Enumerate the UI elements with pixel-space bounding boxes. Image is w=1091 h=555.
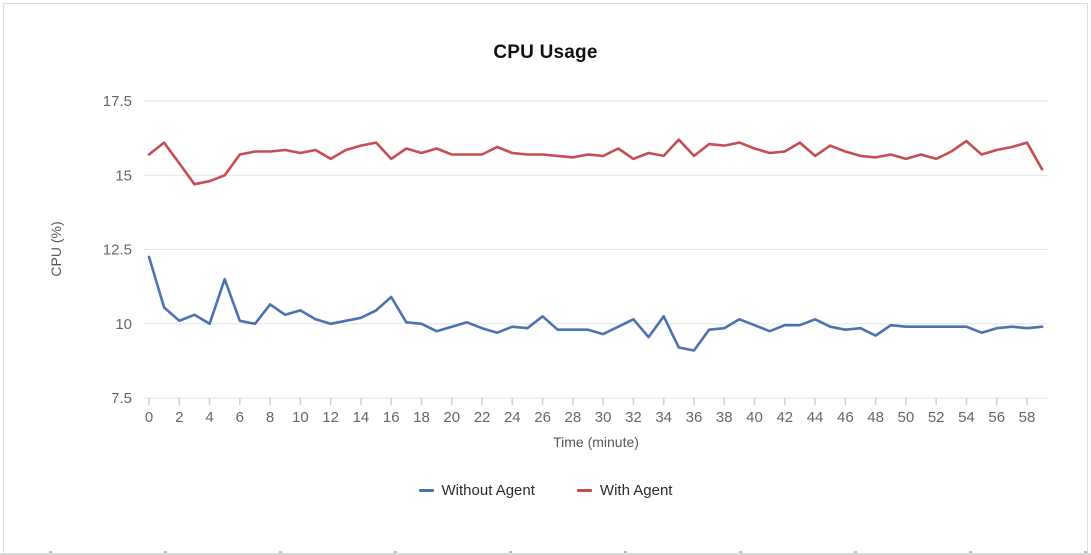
x-tick-label-22: 22 xyxy=(474,409,491,426)
next-chart-axis-ruler xyxy=(0,549,1091,555)
x-tick-label-14: 14 xyxy=(353,409,370,426)
y-tick-label-15: 15 xyxy=(115,167,132,184)
x-axis-ticks xyxy=(148,398,1028,405)
x-tick-label-28: 28 xyxy=(565,409,582,426)
x-tick-label-38: 38 xyxy=(716,409,733,426)
x-tick-label-16: 16 xyxy=(383,409,400,426)
chart-card: CPU Usage CPU (%) 17.5 15 12.5 10 7.5 0 2 4 6 8 10… xyxy=(3,3,1088,555)
series-line-with-agent xyxy=(147,138,1044,186)
y-axis-tick-labels: 17.5 15 12.5 10 7.5 xyxy=(103,93,132,407)
x-tick-label-6: 6 xyxy=(236,409,244,426)
chart-title: CPU Usage xyxy=(493,42,598,63)
x-tick-label-48: 48 xyxy=(867,409,884,426)
gridlines xyxy=(144,100,1048,399)
y-tick-label-12.5: 12.5 xyxy=(103,242,132,259)
x-tick-label-20: 20 xyxy=(443,409,460,426)
x-tick-label-2: 2 xyxy=(175,409,183,426)
x-axis-title: Time (minute) xyxy=(553,434,639,450)
x-tick-label-42: 42 xyxy=(776,409,793,426)
x-tick-label-54: 54 xyxy=(958,409,975,426)
x-tick-label-32: 32 xyxy=(625,409,642,426)
legend-swatch-without-agent-icon xyxy=(418,489,434,492)
x-axis-tick-labels: 0 2 4 6 8 10 12 14 16 18 20 22 24 26 28 30 32 34 36 38 40 42 4… xyxy=(145,409,1036,426)
x-tick-label-30: 30 xyxy=(595,409,612,426)
legend-item-with-agent[interactable]: With Agent xyxy=(576,482,673,499)
y-tick-label-7.5: 7.5 xyxy=(111,390,132,407)
y-tick-label-10: 10 xyxy=(115,316,132,333)
x-tick-label-0: 0 xyxy=(145,409,153,426)
x-tick-label-50: 50 xyxy=(898,409,915,426)
legend-label-with-agent: With Agent xyxy=(599,482,673,499)
legend-item-without-agent[interactable]: Without Agent xyxy=(418,482,535,499)
x-tick-label-12: 12 xyxy=(322,409,339,426)
x-tick-label-40: 40 xyxy=(746,409,763,426)
x-tick-label-44: 44 xyxy=(807,409,824,426)
x-tick-label-18: 18 xyxy=(413,409,430,426)
x-tick-label-58: 58 xyxy=(1019,409,1036,426)
x-tick-label-24: 24 xyxy=(504,409,521,426)
x-tick-label-34: 34 xyxy=(655,409,672,426)
x-tick-label-8: 8 xyxy=(266,409,274,426)
legend-label-without-agent: Without Agent xyxy=(441,482,535,499)
series-lines xyxy=(147,138,1044,352)
x-tick-label-46: 46 xyxy=(837,409,854,426)
chart-legend: Without Agent With Agent xyxy=(4,482,1087,499)
x-tick-label-4: 4 xyxy=(205,409,213,426)
legend-swatch-with-agent-icon xyxy=(576,489,592,492)
x-tick-label-26: 26 xyxy=(534,409,551,426)
series-line-without-agent xyxy=(147,255,1044,352)
x-tick-label-10: 10 xyxy=(292,409,309,426)
x-tick-label-56: 56 xyxy=(988,409,1005,426)
x-tick-label-52: 52 xyxy=(928,409,945,426)
y-tick-label-17.5: 17.5 xyxy=(103,93,132,110)
x-tick-label-36: 36 xyxy=(686,409,703,426)
